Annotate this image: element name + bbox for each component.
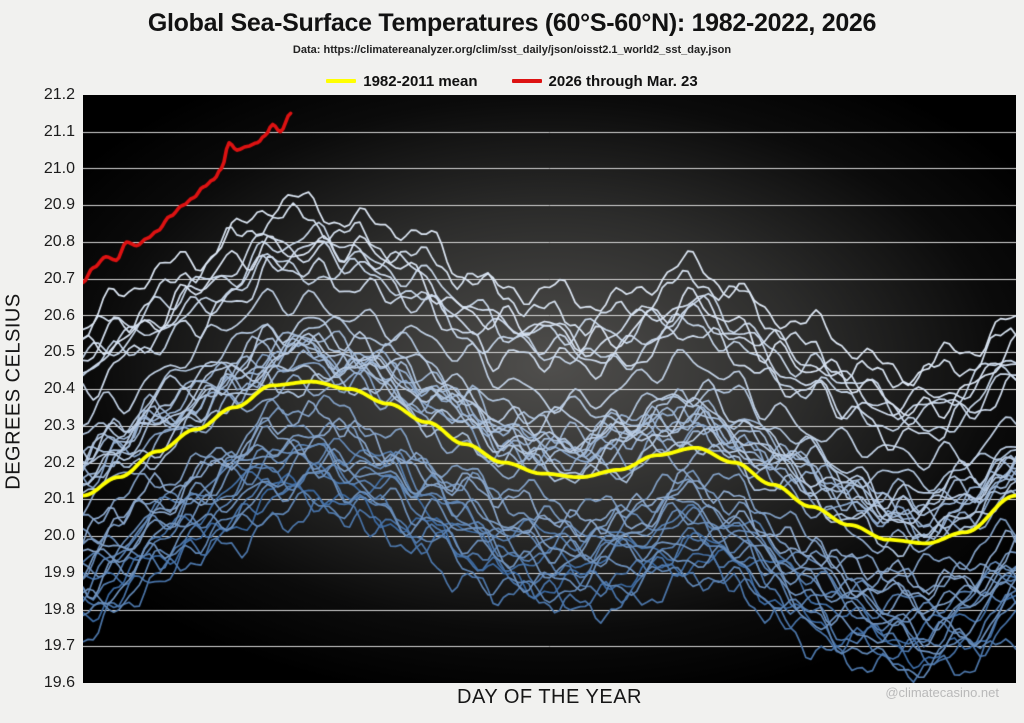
legend-item-mean: 1982-2011 mean (326, 72, 478, 90)
page-title: Global Sea-Surface Temperatures (60°S-60… (147, 9, 877, 37)
data-source-subtitle: Data: https://climatereanalyzer.org/clim… (292, 44, 732, 56)
y-tick-label: 20.6 (43, 306, 75, 324)
y-tick-label: 20.5 (43, 343, 75, 361)
y-tick-label: 19.7 (43, 637, 75, 655)
line-2026-swatch (511, 79, 542, 83)
y-tick-label: 19.6 (43, 674, 75, 691)
y-tick-label: 20.2 (43, 453, 75, 471)
legend-label-2026: 2026 through Mar. 23 (548, 72, 698, 90)
y-tick-label: 20.1 (43, 490, 75, 508)
y-tick-label: 20.0 (43, 527, 75, 544)
plot-area (83, 95, 1016, 683)
y-tick-label: 20.9 (43, 196, 75, 214)
y-tick-label: 20.7 (43, 269, 75, 287)
y-tick-label: 20.3 (43, 416, 75, 434)
legend-label-mean: 1982-2011 mean (363, 72, 478, 90)
y-tick-label: 19.9 (43, 563, 75, 581)
y-tick-label: 20.8 (43, 233, 75, 250)
watermark: @climatecasino.net (885, 685, 999, 700)
legend: 1982-2011 mean 2026 through Mar. 23 (0, 71, 1024, 91)
legend-item-2026: 2026 through Mar. 23 (511, 72, 698, 90)
chart-canvas (83, 95, 1016, 683)
y-tick-label: 21.0 (43, 159, 75, 177)
x-axis-title: DAY OF THE YEAR (457, 686, 642, 708)
y-tick-label: 19.8 (43, 600, 75, 618)
y-tick-label: 20.4 (43, 380, 75, 397)
y-axis-title: DEGREES CELSIUS (2, 293, 25, 490)
y-tick-label: 21.2 (43, 86, 75, 103)
y-tick-label: 21.1 (43, 122, 75, 140)
mean-line-swatch (326, 79, 357, 83)
